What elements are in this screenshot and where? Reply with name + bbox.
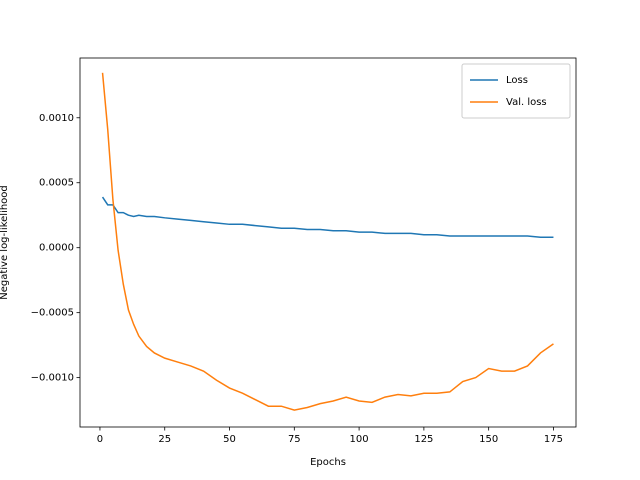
x-tick-label: 125: [414, 434, 433, 445]
x-tick-label: 150: [479, 434, 498, 445]
x-tick-label: 50: [223, 434, 236, 445]
x-axis-label: Epochs: [310, 457, 346, 468]
legend-label: Val. loss: [506, 97, 547, 108]
y-tick-label: 0.0005: [39, 178, 74, 189]
line-series: [101, 72, 554, 411]
x-tick-label: 175: [544, 434, 563, 445]
y-tick-label: −0.0005: [31, 308, 74, 319]
x-tick-label: 25: [158, 434, 171, 445]
legend-label: Loss: [506, 75, 528, 86]
legend-box: [461, 63, 571, 119]
plot-frame: [79, 57, 577, 428]
x-tick-label: 0: [97, 434, 103, 445]
legend: Loss Val. loss: [461, 63, 571, 119]
y-tick-label: 0.0010: [39, 113, 74, 124]
y-axis-label: Negative log-likelihood: [0, 185, 10, 300]
x-tick-label: 100: [350, 434, 369, 445]
line-series: [101, 196, 554, 239]
y-tick-label: 0.0000: [39, 243, 74, 254]
x-tick-label: 75: [288, 434, 301, 445]
y-tick-label: −0.0010: [31, 373, 74, 384]
